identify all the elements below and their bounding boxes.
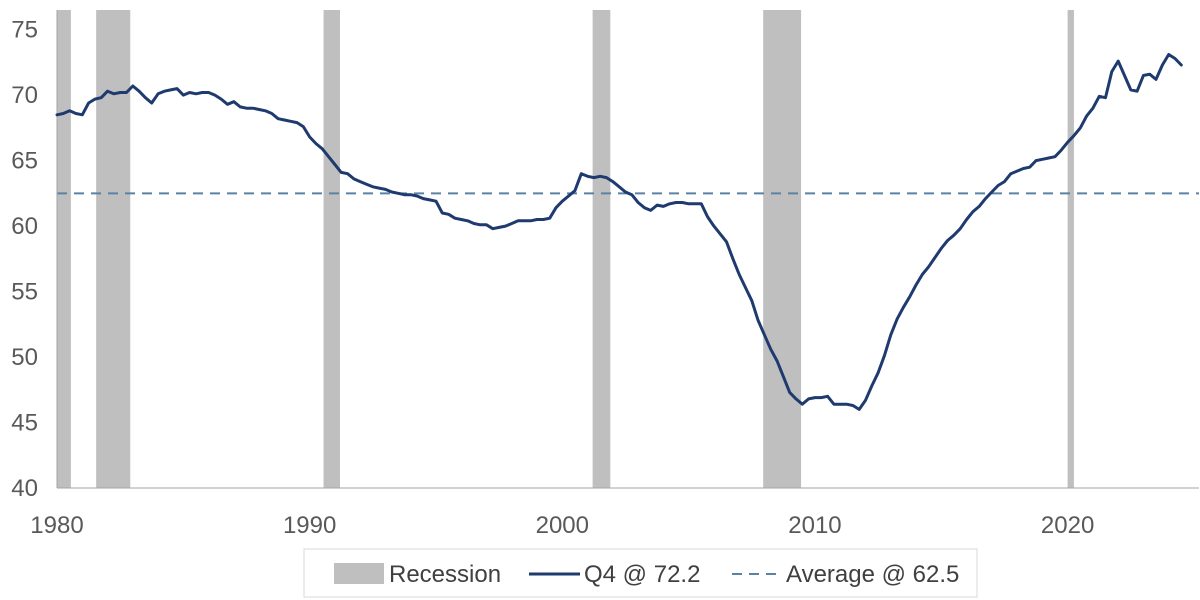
series-line-group (55, 53, 1183, 411)
y-tick-label-60: 60 (11, 213, 38, 240)
recession-band-4 (592, 10, 611, 488)
legend-series-label: Q4 @ 72.2 (584, 561, 700, 588)
recession-band-1 (57, 10, 71, 488)
recession-band-6 (1067, 10, 1074, 488)
legend-recession-label: Recession (389, 561, 501, 588)
tick-labels: 40 45 50 55 60 65 70 75 1980 1990 2000 2010 2020 (11, 17, 1094, 539)
legend-recession-swatch (334, 563, 384, 584)
y-tick-label-65: 65 (11, 148, 38, 175)
y-tick-label-70: 70 (11, 82, 38, 109)
y-tick-label-45: 45 (11, 410, 38, 437)
legend-frame (303, 548, 978, 598)
legend: Recession Q4 @ 72.2 Average @ 62.5 (303, 548, 978, 598)
y-tick-label-50: 50 (11, 344, 38, 371)
x-tick-label-2000: 2000 (536, 512, 589, 539)
x-tick-label-1980: 1980 (30, 512, 83, 539)
y-tick-label-55: 55 (11, 279, 38, 306)
x-tick-label-2020: 2020 (1041, 512, 1094, 539)
recession-band-3 (323, 10, 340, 488)
series-line-q4 (55, 53, 1183, 411)
recession-band-2 (96, 10, 131, 488)
y-tick-label-40: 40 (11, 475, 38, 502)
recession-bands (57, 10, 1074, 488)
x-tick-label-1990: 1990 (283, 512, 336, 539)
x-tick-label-2010: 2010 (788, 512, 841, 539)
legend-average-label: Average @ 62.5 (786, 561, 959, 588)
recession-band-5 (763, 10, 802, 488)
axes (56, 10, 1199, 489)
y-tick-label-75: 75 (11, 17, 38, 44)
